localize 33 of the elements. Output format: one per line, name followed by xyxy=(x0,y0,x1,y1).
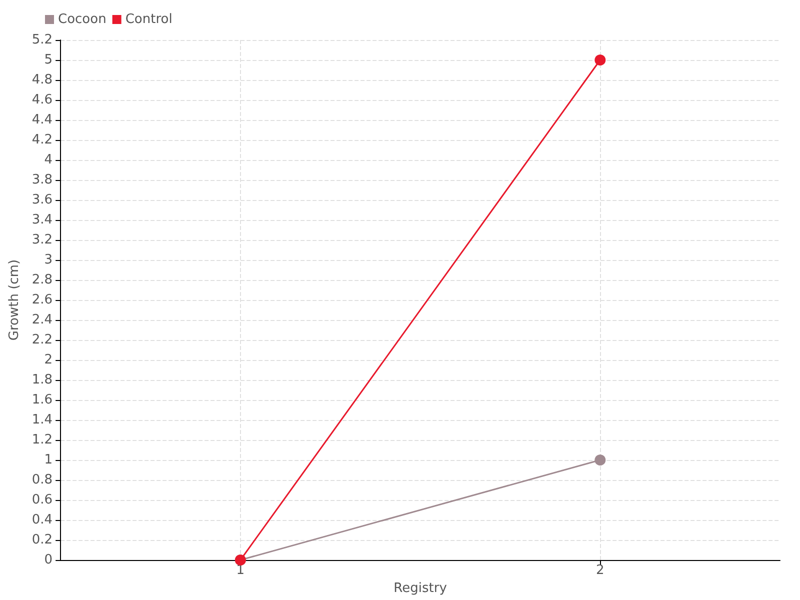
y-tick-label: 2.2 xyxy=(32,332,53,348)
y-tick-label: 2.8 xyxy=(32,272,53,288)
y-tick-label: 2 xyxy=(44,352,53,368)
legend-label: Control xyxy=(125,12,172,27)
y-tick-label: 1.2 xyxy=(32,432,53,448)
y-tick-label: 0.4 xyxy=(32,512,53,528)
y-tick-label: 3.4 xyxy=(32,212,53,228)
point xyxy=(594,54,606,66)
y-tick-label: 0.6 xyxy=(32,492,53,508)
y-tick-label: 4 xyxy=(44,152,53,168)
y-tick-label: 2.6 xyxy=(32,292,53,308)
y-tick-label: 1.4 xyxy=(32,412,53,428)
x-axis-title: Registry xyxy=(394,580,448,596)
y-axis-title: Growth (cm) xyxy=(7,259,22,341)
y-tick-label: 3 xyxy=(44,252,53,268)
y-tick-label: 0 xyxy=(44,552,53,568)
y-tick-label: 1 xyxy=(44,452,53,468)
y-tick-label: 3.2 xyxy=(32,232,53,248)
y-tick-label: 5 xyxy=(44,52,53,68)
point xyxy=(594,454,606,466)
y-tick-label: 4.2 xyxy=(32,132,53,148)
legend-label: Cocoon xyxy=(58,12,106,27)
y-tick-label: 5.2 xyxy=(32,32,53,48)
y-tick-label: 3.8 xyxy=(32,172,53,188)
y-tick-label: 0.2 xyxy=(32,532,53,548)
y-tick-label: 1.6 xyxy=(32,392,53,408)
y-tick-label: 3.6 xyxy=(32,192,53,208)
y-tick-label: 4.8 xyxy=(32,72,53,88)
y-tick-label: 4.4 xyxy=(32,112,53,128)
y-tick-label: 1.8 xyxy=(32,372,53,388)
y-tick-label: 0.8 xyxy=(32,472,53,488)
y-tick-label: 4.6 xyxy=(32,92,53,108)
y-tick-label: 2.4 xyxy=(32,312,53,328)
